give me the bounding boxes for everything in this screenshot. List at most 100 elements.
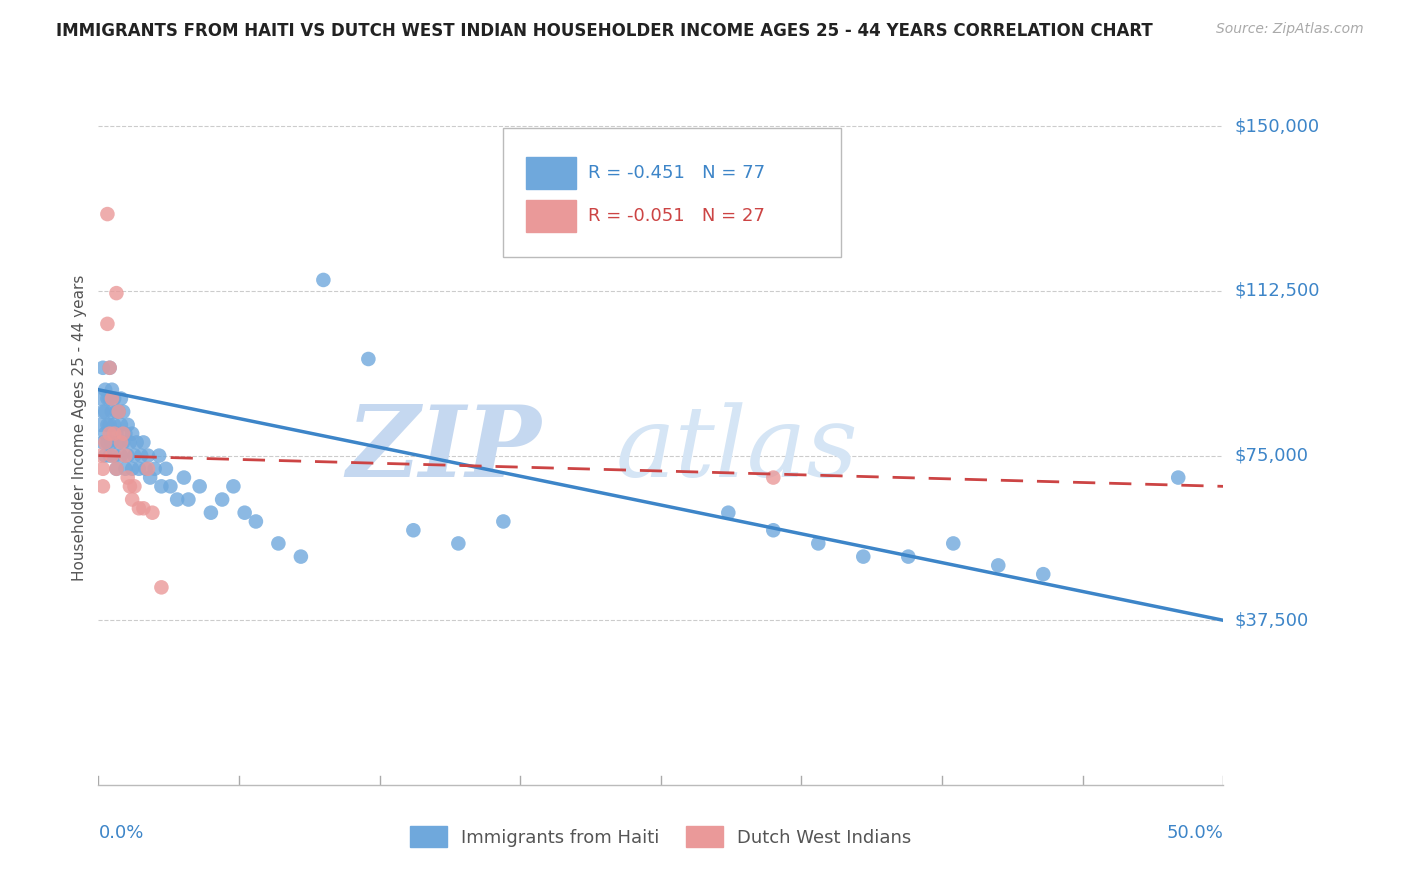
Point — [98, 417, 121, 432]
Point — [96, 435, 118, 450]
Point — [101, 383, 124, 397]
Point — [114, 462, 136, 476]
Point — [117, 449, 139, 463]
Point — [139, 470, 162, 484]
Point — [112, 405, 135, 419]
Point — [124, 449, 146, 463]
Text: 50.0%: 50.0% — [1167, 824, 1223, 842]
Point — [492, 515, 515, 529]
Text: atlas: atlas — [616, 402, 859, 497]
Point — [105, 286, 128, 301]
Point — [94, 383, 117, 397]
Point — [101, 392, 124, 406]
Point — [121, 426, 143, 441]
Point — [98, 360, 121, 375]
Point — [94, 426, 117, 441]
Point — [103, 392, 125, 406]
Point — [852, 549, 875, 564]
Point — [143, 462, 166, 476]
Point — [136, 462, 159, 476]
Point — [105, 462, 128, 476]
Text: Source: ZipAtlas.com: Source: ZipAtlas.com — [1216, 22, 1364, 37]
Point — [110, 435, 132, 450]
Point — [101, 449, 124, 463]
Point — [98, 360, 121, 375]
Point — [107, 405, 129, 419]
Point — [124, 479, 146, 493]
Point — [103, 417, 125, 432]
Point — [447, 536, 470, 550]
Point — [762, 470, 785, 484]
FancyBboxPatch shape — [503, 128, 841, 257]
Point — [222, 479, 245, 493]
Point — [98, 426, 121, 441]
Y-axis label: Householder Income Ages 25 - 44 years: Householder Income Ages 25 - 44 years — [72, 275, 87, 582]
Point — [233, 506, 256, 520]
Point — [128, 501, 150, 516]
Point — [91, 462, 114, 476]
Text: $37,500: $37,500 — [1234, 611, 1309, 629]
Point — [148, 449, 170, 463]
Point — [96, 417, 118, 432]
Point — [101, 435, 124, 450]
Point — [200, 506, 222, 520]
Point — [103, 426, 125, 441]
Point — [90, 417, 112, 432]
Point — [91, 479, 114, 493]
Point — [98, 449, 121, 463]
Point — [132, 435, 155, 450]
Point — [125, 435, 148, 450]
Point — [150, 479, 173, 493]
Point — [118, 479, 141, 493]
Point — [290, 549, 312, 564]
Text: $75,000: $75,000 — [1234, 447, 1309, 465]
Point — [112, 426, 135, 441]
Bar — [526, 200, 576, 232]
Text: ZIP: ZIP — [346, 401, 541, 498]
Point — [1032, 567, 1054, 582]
Point — [96, 207, 118, 221]
Point — [98, 392, 121, 406]
Point — [118, 435, 141, 450]
Point — [717, 506, 740, 520]
Point — [177, 492, 200, 507]
Point — [1167, 470, 1189, 484]
Point — [188, 479, 211, 493]
Point — [159, 479, 181, 493]
Point — [128, 462, 150, 476]
Point — [101, 405, 124, 419]
Point — [117, 417, 139, 432]
Point — [312, 273, 335, 287]
Point — [94, 449, 117, 463]
Point — [211, 492, 233, 507]
Point — [91, 360, 114, 375]
Point — [245, 515, 267, 529]
Legend: Immigrants from Haiti, Dutch West Indians: Immigrants from Haiti, Dutch West Indian… — [404, 819, 918, 855]
Point — [117, 470, 139, 484]
Point — [91, 405, 114, 419]
Point — [155, 462, 177, 476]
Point — [110, 449, 132, 463]
Text: $150,000: $150,000 — [1234, 117, 1319, 136]
Point — [105, 426, 128, 441]
Point — [105, 462, 128, 476]
Point — [121, 462, 143, 476]
Point — [96, 392, 118, 406]
Point — [96, 317, 118, 331]
Point — [110, 417, 132, 432]
Point — [121, 492, 143, 507]
Text: R = -0.451   N = 77: R = -0.451 N = 77 — [588, 164, 765, 182]
Point — [110, 392, 132, 406]
Point — [132, 501, 155, 516]
Bar — [526, 157, 576, 189]
Point — [357, 351, 380, 366]
Point — [103, 449, 125, 463]
Point — [91, 435, 114, 450]
Point — [267, 536, 290, 550]
Point — [107, 435, 129, 450]
Point — [141, 506, 163, 520]
Point — [807, 536, 830, 550]
Text: 0.0%: 0.0% — [98, 824, 143, 842]
Point — [987, 558, 1010, 573]
Point — [166, 492, 188, 507]
